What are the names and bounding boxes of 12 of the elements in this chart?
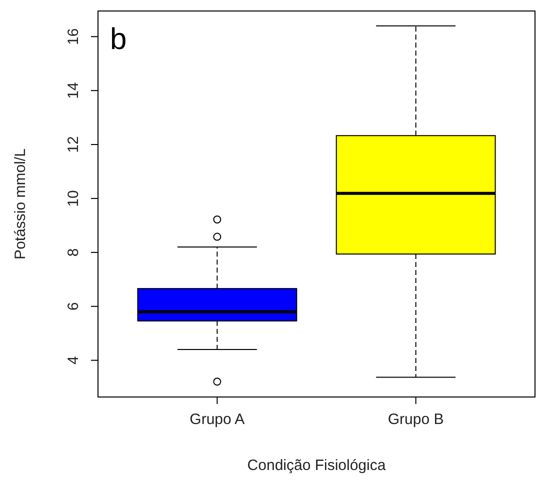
y-tick-label: 10 (65, 190, 82, 207)
y-tick-label: 8 (65, 248, 82, 257)
y-tick-label: 12 (65, 136, 82, 153)
annotation: b (110, 23, 127, 56)
y-tick-label: 6 (65, 302, 82, 311)
y-tick-label: 14 (65, 82, 82, 99)
y-tick-label: 4 (65, 356, 82, 364)
y-tick-label: 16 (65, 28, 82, 45)
y-axis-title: Potássio mmol/L (12, 148, 29, 260)
x-axis-title: Condição Fisiológica (247, 457, 386, 474)
x-tick-label: Grupo B (388, 411, 444, 428)
x-tick-label: Grupo A (190, 411, 245, 428)
